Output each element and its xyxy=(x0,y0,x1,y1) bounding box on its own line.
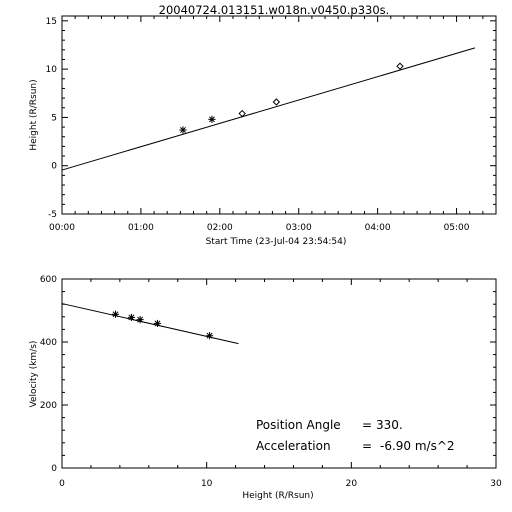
top-y-tick-label: 0 xyxy=(51,162,57,172)
bottom-x-axis-title: Height (R/Rsun) xyxy=(242,491,313,501)
top-x-tick-label: 01:00 xyxy=(128,223,154,233)
top-y-tick-label: 10 xyxy=(46,65,58,75)
bottom-y-tick-label: 0 xyxy=(51,464,57,474)
bottom-y-axis-title: Velocity (km/s) xyxy=(29,341,39,408)
top-y-tick-label: 5 xyxy=(51,113,57,123)
annotation-position-angle: Position Angle = 330. xyxy=(256,418,403,432)
velocity-height-plot: 0 10 20 30 0 200 400 600 xyxy=(40,275,502,489)
velocity-point-asterisk xyxy=(205,332,214,340)
annotation-position-angle-label: Position Angle xyxy=(256,418,341,432)
height-point-diamond xyxy=(272,98,281,106)
velocity-point-asterisk xyxy=(111,310,120,318)
top-x-tick-label: 04:00 xyxy=(365,223,391,233)
velocity-point-asterisk-glyph xyxy=(111,310,120,318)
chart-title: 20040724.013151.w018n.v0450.p330s. xyxy=(159,3,390,17)
annotation-acceleration-equals: = xyxy=(362,439,372,453)
velocity-point-asterisk-glyph xyxy=(205,332,214,340)
top-x-tick-label: 05:00 xyxy=(444,223,470,233)
top-x-tick-label: 03:00 xyxy=(286,223,312,233)
annotation-position-angle-equals: = xyxy=(362,418,372,432)
top-y-tick-label: 15 xyxy=(46,17,57,27)
bottom-y-tick-label: 600 xyxy=(40,275,57,285)
bottom-x-tick-label: 0 xyxy=(59,479,65,489)
top-x-tick-label: 02:00 xyxy=(207,223,233,233)
top-x-axis-title: Start Time (23-Jul-04 23:54:54) xyxy=(206,237,347,247)
height-fit-line xyxy=(61,47,476,171)
annotation-acceleration-value: -6.90 m/s^2 xyxy=(380,439,455,453)
annotation-acceleration-label: Acceleration xyxy=(256,439,331,453)
bottom-x-tick-label: 10 xyxy=(201,479,213,489)
velocity-point-asterisk xyxy=(127,313,136,322)
top-x-tick-label: 00:00 xyxy=(49,223,75,233)
bottom-y-tick-label: 400 xyxy=(40,338,57,348)
height-point-asterisk xyxy=(208,115,216,123)
bottom-x-tick-label: 20 xyxy=(346,479,358,489)
annotation-acceleration: Acceleration = -6.90 m/s^2 xyxy=(256,439,455,453)
velocity-point-asterisk xyxy=(136,316,144,324)
velocity-point-asterisk-glyph xyxy=(136,316,144,324)
height-point-asterisk-glyph xyxy=(208,115,216,123)
height-point-asterisk xyxy=(179,126,187,134)
height-point-diamond xyxy=(396,62,404,70)
top-y-axis-title: Height (R/Rsun) xyxy=(29,79,39,150)
velocity-point-asterisk-glyph xyxy=(127,313,136,322)
height-point-asterisk-glyph xyxy=(179,126,187,134)
top-plot-frame xyxy=(61,15,497,215)
bottom-x-tick-label: 30 xyxy=(490,479,502,489)
bottom-y-tick-label: 200 xyxy=(40,401,57,411)
annotation-position-angle-value: 330. xyxy=(376,418,403,432)
top-y-tick-label: -5 xyxy=(48,210,57,220)
bottom-plot-frame xyxy=(61,278,497,469)
height-point-diamond xyxy=(238,109,246,118)
velocity-point-asterisk xyxy=(153,319,162,328)
height-time-plot: 00:00 01:00 02:00 03:00 04:00 05:00 -5 0 5 10 15 xyxy=(46,15,497,233)
velocity-point-asterisk-glyph xyxy=(153,319,162,328)
